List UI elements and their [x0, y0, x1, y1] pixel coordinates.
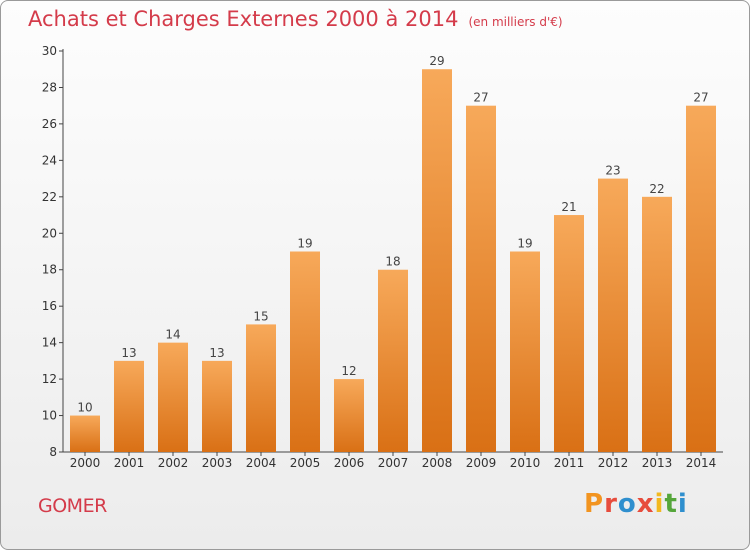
- y-tick-label: 20: [42, 226, 57, 240]
- x-tick-label: 2001: [114, 456, 145, 470]
- bar: [158, 342, 188, 452]
- y-tick-label: 14: [42, 336, 57, 350]
- y-tick-label: 28: [42, 80, 57, 94]
- logo-letter: r: [604, 489, 618, 519]
- bar-value-label: 22: [649, 182, 664, 196]
- x-tick-label: 2009: [466, 456, 497, 470]
- logo-letter: x: [636, 489, 655, 519]
- x-tick-label: 2011: [554, 456, 585, 470]
- y-tick-label: 8: [49, 445, 57, 459]
- bar: [246, 324, 276, 452]
- y-tick-label: 26: [42, 117, 57, 131]
- chart-title: Achats et Charges Externes 2000 à 2014 (e…: [28, 7, 563, 31]
- x-tick-label: 2007: [378, 456, 409, 470]
- x-tick-label: 2000: [70, 456, 101, 470]
- bar-value-label: 18: [385, 255, 400, 269]
- x-tick-label: 2003: [202, 456, 233, 470]
- bar-value-label: 13: [209, 346, 224, 360]
- logo-letter: o: [617, 489, 637, 519]
- bar: [422, 69, 452, 453]
- x-tick-label: 2010: [510, 456, 541, 470]
- bar-value-label: 14: [165, 328, 180, 342]
- bar: [70, 415, 100, 452]
- commune-name: GOMER: [38, 495, 107, 517]
- bar-value-label: 19: [297, 237, 312, 251]
- logo-letter: P: [584, 489, 605, 519]
- bar: [598, 178, 628, 452]
- bar: [334, 379, 364, 452]
- y-tick-label: 10: [42, 409, 57, 423]
- y-tick-label: 18: [42, 263, 57, 277]
- x-tick-label: 2012: [598, 456, 629, 470]
- bar: [554, 215, 584, 452]
- bar-value-label: 27: [473, 91, 488, 105]
- bar-value-label: 19: [517, 237, 532, 251]
- x-tick-label: 2004: [246, 456, 277, 470]
- chart-subtitle: (en milliers d'€): [468, 15, 563, 29]
- bar: [202, 360, 232, 452]
- bar: [114, 360, 144, 452]
- y-tick-label: 30: [42, 44, 57, 58]
- x-tick-label: 2014: [686, 456, 717, 470]
- bar-value-label: 27: [693, 91, 708, 105]
- logo-letter: i: [677, 489, 688, 519]
- y-tick-label: 16: [42, 299, 57, 313]
- bar-value-label: 10: [77, 401, 92, 415]
- bar-value-label: 12: [341, 364, 356, 378]
- bar: [642, 196, 672, 452]
- bar: [686, 105, 716, 452]
- bar-value-label: 15: [253, 309, 268, 323]
- bar: [510, 251, 540, 452]
- bar-value-label: 21: [561, 200, 576, 214]
- bar: [378, 269, 408, 452]
- y-tick-label: 12: [42, 372, 57, 386]
- y-tick-label: 24: [42, 153, 57, 167]
- x-tick-label: 2008: [422, 456, 453, 470]
- logo-letter: i: [654, 489, 665, 519]
- bar: [466, 105, 496, 452]
- x-tick-label: 2005: [290, 456, 321, 470]
- x-tick-label: 2002: [158, 456, 189, 470]
- x-tick-label: 2013: [642, 456, 673, 470]
- bar: [290, 251, 320, 452]
- bar-value-label: 29: [429, 54, 444, 68]
- logo-letter: t: [664, 489, 678, 519]
- x-tick-label: 2006: [334, 456, 365, 470]
- bar-value-label: 23: [605, 164, 620, 178]
- proxiti-logo: Proxiti: [584, 489, 688, 519]
- y-tick-label: 22: [42, 190, 57, 204]
- bar-value-label: 13: [121, 346, 136, 360]
